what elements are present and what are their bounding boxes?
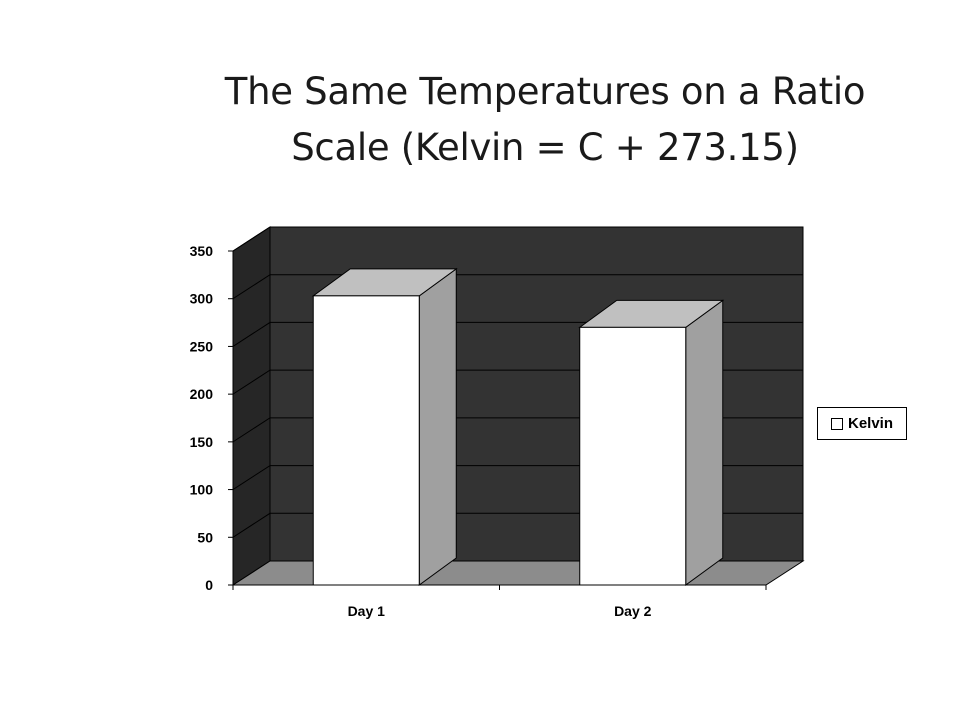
legend-swatch <box>830 417 843 430</box>
gridline <box>232 226 803 252</box>
bar-side <box>685 299 724 586</box>
side-wall <box>232 226 271 586</box>
y-tick-labels: 0 50 100 150 200 250 300 350 <box>190 243 214 593</box>
x-tick-labels: Day 1 Day 2 <box>348 603 652 619</box>
bar <box>579 326 687 586</box>
axes <box>228 250 767 590</box>
gridline <box>232 274 803 300</box>
chart-title: The Same Temperatures on a Ratio Scale (… <box>150 64 940 176</box>
title-line-1: The Same Temperatures on a Ratio <box>224 70 866 113</box>
legend: Kelvin <box>817 407 907 440</box>
y-tick-label: 300 <box>190 291 214 307</box>
bars <box>311 267 725 586</box>
legend-label: Kelvin <box>847 415 893 432</box>
y-tick-label: 100 <box>190 482 214 498</box>
bar-side <box>418 267 457 586</box>
y-tick-label: 350 <box>190 243 214 259</box>
x-tick-label: Day 1 <box>348 603 386 619</box>
bar <box>312 295 420 586</box>
x-tick-label: Day 2 <box>614 603 652 619</box>
y-tick-label: 150 <box>190 434 214 450</box>
y-tick-label: 0 <box>205 577 213 593</box>
title-line-2: Scale (Kelvin = C + 273.15) <box>291 126 799 169</box>
y-tick-label: 50 <box>197 529 213 545</box>
y-tick-label: 200 <box>190 386 214 402</box>
y-tick-label: 250 <box>190 338 214 354</box>
